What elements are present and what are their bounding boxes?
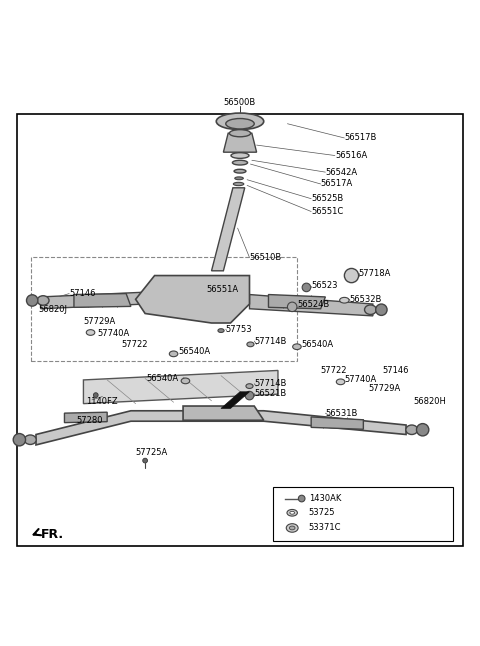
Text: 56524B: 56524B (297, 300, 329, 309)
Text: 57718A: 57718A (359, 269, 391, 278)
Ellipse shape (247, 342, 254, 347)
Ellipse shape (169, 351, 178, 357)
Text: 56551C: 56551C (311, 207, 343, 216)
Text: 57722: 57722 (121, 340, 148, 349)
Ellipse shape (235, 177, 243, 180)
Text: 57722: 57722 (321, 366, 347, 375)
Text: 56517B: 56517B (344, 134, 377, 143)
Circle shape (302, 283, 311, 292)
Circle shape (13, 433, 25, 446)
Polygon shape (311, 417, 363, 430)
Text: 56820H: 56820H (413, 397, 446, 406)
Text: 56523: 56523 (311, 282, 337, 291)
Circle shape (94, 393, 98, 397)
Ellipse shape (336, 379, 345, 384)
Text: 57729A: 57729A (84, 317, 116, 326)
Ellipse shape (24, 435, 36, 444)
Text: 53371C: 53371C (309, 523, 341, 532)
Text: 56516A: 56516A (335, 151, 367, 160)
Text: 57714B: 57714B (254, 337, 287, 346)
Ellipse shape (340, 297, 349, 303)
Text: 1430AK: 1430AK (309, 494, 341, 503)
Text: 56551A: 56551A (207, 286, 239, 295)
Polygon shape (250, 295, 373, 316)
Ellipse shape (290, 512, 295, 514)
Ellipse shape (218, 329, 224, 333)
Ellipse shape (231, 152, 249, 158)
Text: 57729A: 57729A (368, 384, 400, 393)
Text: 57714B: 57714B (254, 379, 287, 388)
Text: 56542A: 56542A (325, 167, 358, 176)
Text: 57753: 57753 (226, 325, 252, 334)
Circle shape (376, 304, 387, 315)
Text: 57740A: 57740A (97, 329, 130, 339)
Polygon shape (84, 370, 278, 404)
Polygon shape (183, 406, 264, 421)
Text: 56510B: 56510B (250, 253, 282, 262)
Ellipse shape (234, 169, 246, 173)
Text: 56525B: 56525B (311, 194, 343, 203)
Ellipse shape (289, 526, 295, 530)
Ellipse shape (233, 182, 244, 185)
Text: 56517A: 56517A (321, 180, 353, 189)
Ellipse shape (286, 524, 298, 532)
Text: 56531B: 56531B (325, 409, 358, 418)
Ellipse shape (364, 305, 376, 315)
Circle shape (26, 295, 38, 306)
Polygon shape (223, 133, 257, 152)
Text: 57146: 57146 (383, 366, 409, 375)
Polygon shape (221, 391, 250, 408)
Ellipse shape (181, 378, 190, 384)
Text: 53725: 53725 (309, 508, 336, 517)
Ellipse shape (37, 296, 49, 305)
Circle shape (143, 458, 147, 463)
Text: 57146: 57146 (69, 289, 96, 298)
Circle shape (417, 424, 429, 436)
Text: 56540A: 56540A (146, 375, 179, 384)
Ellipse shape (246, 384, 253, 388)
Circle shape (344, 269, 359, 283)
Ellipse shape (229, 130, 251, 137)
Polygon shape (212, 188, 245, 271)
Text: 1140FZ: 1140FZ (86, 397, 118, 406)
Polygon shape (41, 292, 145, 309)
Polygon shape (64, 412, 107, 422)
Text: 57740A: 57740A (344, 375, 377, 384)
Ellipse shape (226, 118, 254, 129)
Circle shape (245, 391, 254, 400)
Ellipse shape (406, 425, 418, 435)
Text: 56540A: 56540A (179, 347, 210, 356)
Text: 56532B: 56532B (349, 295, 382, 304)
Text: 56500B: 56500B (224, 98, 256, 107)
Text: 56521B: 56521B (254, 389, 287, 398)
Ellipse shape (86, 329, 95, 335)
Text: 57280: 57280 (76, 416, 103, 425)
Ellipse shape (232, 160, 248, 165)
Circle shape (288, 302, 297, 311)
Circle shape (299, 495, 305, 502)
Text: 57725A: 57725A (136, 448, 168, 457)
Polygon shape (74, 293, 131, 307)
Polygon shape (268, 295, 325, 309)
Text: 56820J: 56820J (38, 305, 67, 314)
Text: 56540A: 56540A (301, 340, 334, 349)
Text: FR.: FR. (41, 528, 64, 541)
Polygon shape (36, 411, 406, 445)
Ellipse shape (287, 510, 298, 516)
Polygon shape (136, 276, 250, 323)
Ellipse shape (293, 344, 301, 349)
Ellipse shape (216, 113, 264, 130)
